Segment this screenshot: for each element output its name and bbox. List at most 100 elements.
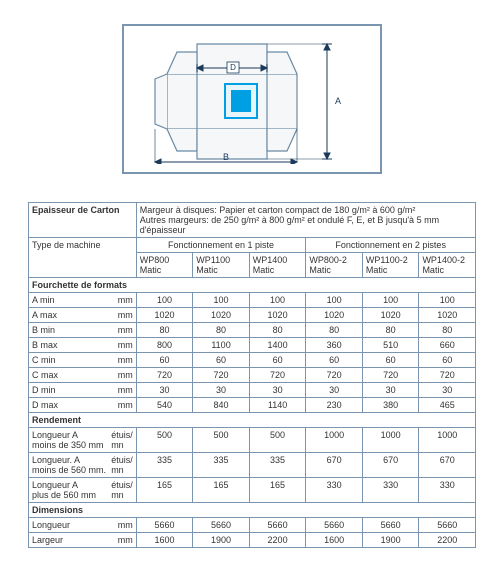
epaisseur-text: Margeur à disques: Papier et carton comp… [136, 203, 475, 238]
table-cell: 5660 [419, 518, 476, 533]
table-cell: 720 [193, 368, 250, 383]
table-cell: 1020 [362, 308, 419, 323]
row-label: B minmm [29, 323, 137, 338]
table-cell: 5660 [306, 518, 363, 533]
group-1: Fonctionnement en 1 piste [136, 238, 306, 253]
model-col: WP1100 Matic [193, 253, 250, 278]
table-cell: 1100 [193, 338, 250, 353]
table-cell: 720 [136, 368, 193, 383]
table-cell: 1600 [136, 533, 193, 548]
table-cell: 335 [249, 453, 306, 478]
table-cell: 30 [362, 383, 419, 398]
table-cell: 30 [306, 383, 363, 398]
table-cell: 330 [306, 478, 363, 503]
table-cell: 1140 [249, 398, 306, 413]
table-cell: 60 [306, 353, 363, 368]
table-cell: 80 [193, 323, 250, 338]
dim-b-label: B [223, 152, 229, 162]
table-cell: 100 [193, 293, 250, 308]
table-cell: 500 [193, 428, 250, 453]
carton-diagram: D A B [122, 24, 382, 174]
table-cell: 1000 [362, 428, 419, 453]
dim-d-label: D [230, 63, 236, 72]
row-label: C maxmm [29, 368, 137, 383]
type-machine-label: Type de machine [29, 238, 137, 278]
table-cell: 720 [249, 368, 306, 383]
table-cell: 465 [419, 398, 476, 413]
table-cell: 60 [136, 353, 193, 368]
row-label: C minmm [29, 353, 137, 368]
table-cell: 165 [193, 478, 250, 503]
table-cell: 100 [249, 293, 306, 308]
table-cell: 380 [362, 398, 419, 413]
table-cell: 60 [193, 353, 250, 368]
table-cell: 335 [193, 453, 250, 478]
table-cell: 5660 [249, 518, 306, 533]
table-cell: 1000 [306, 428, 363, 453]
table-cell: 670 [306, 453, 363, 478]
row-label: D minmm [29, 383, 137, 398]
table-cell: 1900 [193, 533, 250, 548]
table-cell: 2200 [419, 533, 476, 548]
table-cell: 30 [136, 383, 193, 398]
table-cell: 330 [419, 478, 476, 503]
table-cell: 800 [136, 338, 193, 353]
table-cell: 540 [136, 398, 193, 413]
table-cell: 500 [249, 428, 306, 453]
table-cell: 80 [419, 323, 476, 338]
row-label: D maxmm [29, 398, 137, 413]
model-col: WP1400-2 Matic [419, 253, 476, 278]
table-cell: 720 [306, 368, 363, 383]
section-title: Dimensions [29, 503, 476, 518]
section-title: Fourchette de formats [29, 278, 476, 293]
table-cell: 80 [306, 323, 363, 338]
table-cell: 80 [362, 323, 419, 338]
table-cell: 330 [362, 478, 419, 503]
table-cell: 30 [193, 383, 250, 398]
row-label: Largeurmm [29, 533, 137, 548]
table-cell: 660 [419, 338, 476, 353]
table-cell: 30 [419, 383, 476, 398]
group-2: Fonctionnement en 2 pistes [306, 238, 476, 253]
row-label: A minmm [29, 293, 137, 308]
model-col: WP800 Matic [136, 253, 193, 278]
model-col: WP1100-2 Matic [362, 253, 419, 278]
section-title: Rendement [29, 413, 476, 428]
table-cell: 100 [419, 293, 476, 308]
table-cell: 1020 [306, 308, 363, 323]
dim-a-label: A [335, 96, 341, 106]
table-cell: 510 [362, 338, 419, 353]
table-cell: 165 [249, 478, 306, 503]
spec-table: Epaisseur de Carton Margeur à disques: P… [28, 202, 476, 548]
table-cell: 720 [419, 368, 476, 383]
table-cell: 1400 [249, 338, 306, 353]
table-cell: 230 [306, 398, 363, 413]
table-cell: 2200 [249, 533, 306, 548]
table-cell: 1020 [419, 308, 476, 323]
row-label: A maxmm [29, 308, 137, 323]
table-cell: 335 [136, 453, 193, 478]
table-cell: 1900 [362, 533, 419, 548]
table-cell: 60 [419, 353, 476, 368]
table-cell: 360 [306, 338, 363, 353]
table-cell: 60 [249, 353, 306, 368]
table-cell: 1020 [193, 308, 250, 323]
epaisseur-label: Epaisseur de Carton [29, 203, 137, 238]
table-cell: 670 [362, 453, 419, 478]
table-cell: 670 [419, 453, 476, 478]
model-col: WP1400 Matic [249, 253, 306, 278]
table-cell: 80 [136, 323, 193, 338]
row-label: Longueur A plus de 560 mmétuis/ mn [29, 478, 137, 503]
table-cell: 1000 [419, 428, 476, 453]
table-cell: 5660 [362, 518, 419, 533]
row-label: Longueurmm [29, 518, 137, 533]
table-cell: 1600 [306, 533, 363, 548]
table-cell: 1020 [136, 308, 193, 323]
model-col: WP800-2 Matic [306, 253, 363, 278]
table-cell: 100 [362, 293, 419, 308]
table-cell: 500 [136, 428, 193, 453]
table-cell: 30 [249, 383, 306, 398]
table-cell: 5660 [136, 518, 193, 533]
table-cell: 80 [249, 323, 306, 338]
table-cell: 720 [362, 368, 419, 383]
